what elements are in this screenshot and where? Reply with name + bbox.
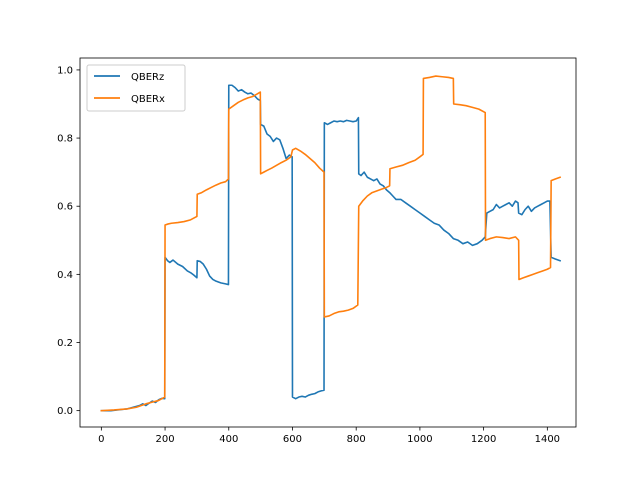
y-tick-label: 0.6	[57, 202, 73, 213]
y-tick-label: 0.4	[57, 270, 73, 281]
x-tick-label: 800	[347, 434, 366, 445]
plot-area	[80, 58, 576, 427]
x-tick-label: 1400	[535, 434, 560, 445]
x-tick-label: 0	[98, 434, 104, 445]
x-tick-label: 600	[283, 434, 302, 445]
y-tick-label: 0.2	[57, 338, 73, 349]
plot-frame	[79, 57, 577, 428]
y-tick-label: 1.0	[57, 65, 73, 76]
series-line-qberx	[100, 75, 562, 412]
y-tick-label: 0.0	[57, 406, 73, 417]
x-tick-label: 200	[156, 434, 175, 445]
y-tick-label: 0.8	[57, 134, 73, 145]
x-tick-label: 1000	[407, 434, 432, 445]
legend: QBERz QBERx	[86, 64, 186, 112]
x-axis: 0 200 400 600 800 1000 1200 1400	[98, 427, 560, 445]
y-axis: 0.0 0.2 0.4 0.6 0.8 1.0	[57, 65, 80, 417]
series-line-qberz	[100, 84, 562, 412]
series-layer	[100, 75, 562, 412]
legend-label-qberx: QBERx	[131, 94, 165, 105]
x-tick-label: 1200	[471, 434, 496, 445]
legend-label-qberz: QBERz	[131, 72, 164, 83]
x-tick-label: 400	[219, 434, 238, 445]
